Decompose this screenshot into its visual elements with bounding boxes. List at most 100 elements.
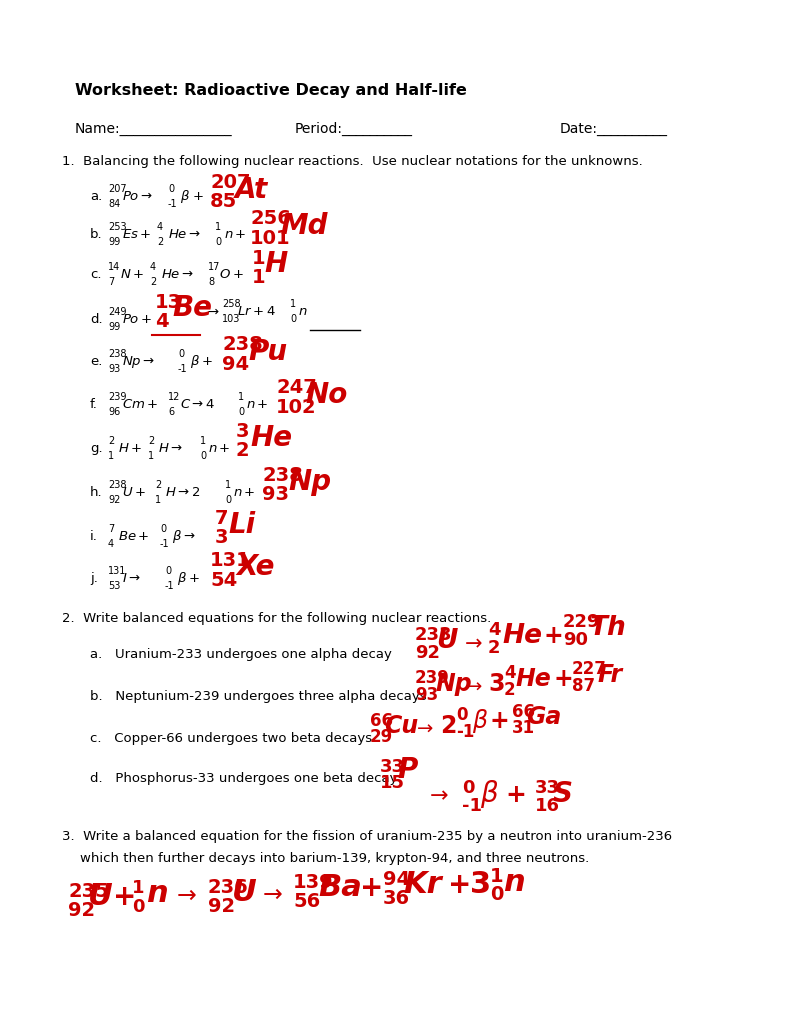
Text: Md: Md [280,212,327,240]
Text: 16: 16 [535,797,560,815]
Text: 56: 56 [293,892,320,911]
Text: 238: 238 [108,349,127,359]
Text: 15: 15 [380,774,405,792]
Text: $\rightarrow$: $\rightarrow$ [460,632,483,652]
Text: 4: 4 [488,621,501,639]
Text: $Po\rightarrow$: $Po\rightarrow$ [122,190,153,203]
Text: f.: f. [90,398,98,411]
Text: j.: j. [90,572,98,585]
Text: 92: 92 [108,495,120,505]
Text: 17: 17 [208,262,221,272]
Text: $U+$: $U+$ [122,486,146,499]
Text: 2: 2 [155,480,161,490]
Text: 238: 238 [222,335,263,354]
Text: 92: 92 [415,644,440,662]
Text: Ba: Ba [318,873,361,902]
Text: 253: 253 [108,222,127,232]
Text: 2.  Write balanced equations for the following nuclear reactions.: 2. Write balanced equations for the foll… [62,612,491,625]
Text: $n +$: $n +$ [224,228,247,241]
Text: 2: 2 [157,237,163,247]
Text: 233: 233 [415,626,452,644]
Text: $Cm+$: $Cm+$ [122,398,158,411]
Text: 66: 66 [370,712,393,730]
Text: 239: 239 [108,392,127,402]
Text: $\rightarrow$: $\rightarrow$ [172,883,197,907]
Text: 1: 1 [108,451,114,461]
Text: -1: -1 [456,723,475,741]
Text: 7: 7 [108,524,114,534]
Text: $n +$: $n +$ [233,486,255,499]
Text: 0: 0 [132,898,145,916]
Text: 93: 93 [262,485,289,504]
Text: U: U [232,878,257,907]
Text: b.   Neptunium-239 undergoes three alpha decays: b. Neptunium-239 undergoes three alpha d… [90,690,426,703]
Text: $Po+$: $Po+$ [122,313,153,326]
Text: 4: 4 [150,262,156,272]
Text: Th: Th [590,615,626,641]
Text: 92: 92 [68,901,95,920]
Text: 4: 4 [157,222,163,232]
Text: 1: 1 [225,480,231,490]
Text: +: + [360,874,384,902]
Text: 258: 258 [222,299,240,309]
Text: 0: 0 [165,566,171,575]
Text: 2: 2 [440,714,456,738]
Text: 0: 0 [462,779,475,797]
Text: Np: Np [435,672,471,696]
Text: $H+$: $H+$ [118,442,142,455]
Text: 85: 85 [210,193,237,211]
Text: He: He [502,623,542,649]
Text: +: + [490,709,509,733]
Text: S: S [553,780,573,808]
Text: a.   Uranium-233 undergoes one alpha decay: a. Uranium-233 undergoes one alpha decay [90,648,392,662]
Text: e.: e. [90,355,102,368]
Text: He: He [250,424,292,452]
Text: 0: 0 [456,706,467,724]
Text: 29: 29 [370,728,393,746]
Text: 36: 36 [383,889,410,908]
Text: 12: 12 [168,392,180,402]
Text: H: H [264,250,287,278]
Text: h.: h. [90,486,103,499]
Text: $\rightarrow$: $\rightarrow$ [462,676,483,695]
Text: 1: 1 [215,222,221,232]
Text: c.: c. [90,268,101,281]
Text: $H\rightarrow 2$: $H\rightarrow 2$ [165,486,200,499]
Text: $\rightarrow$: $\rightarrow$ [205,305,220,318]
Text: 92: 92 [208,897,235,916]
Text: $\rightarrow$: $\rightarrow$ [425,784,448,804]
Text: 54: 54 [210,571,237,590]
Text: $H\rightarrow$: $H\rightarrow$ [158,442,183,455]
Text: 2: 2 [150,278,157,287]
Text: 31: 31 [512,719,536,737]
Text: $n +$: $n +$ [208,442,231,455]
Text: 103: 103 [222,314,240,324]
Text: 4: 4 [504,664,516,682]
Text: $He\rightarrow$: $He\rightarrow$ [168,228,201,241]
Text: U: U [436,628,457,654]
Text: No: No [305,381,347,409]
Text: Cu: Cu [384,714,418,738]
Text: 3.  Write a balanced equation for the fission of uranium-235 by a neutron into u: 3. Write a balanced equation for the fis… [62,830,672,843]
Text: $n$: $n$ [298,305,308,318]
Text: P: P [397,756,418,784]
Text: 2: 2 [148,436,154,446]
Text: Ga: Ga [526,705,562,729]
Text: 238: 238 [108,480,127,490]
Text: d.: d. [90,313,103,326]
Text: 94: 94 [383,870,410,889]
Text: n: n [146,879,168,908]
Text: d.   Phosphorus-33 undergoes one beta decay: d. Phosphorus-33 undergoes one beta deca… [90,772,398,785]
Text: 0: 0 [178,349,184,359]
Text: 236: 236 [208,878,248,897]
Text: $O +$: $O +$ [219,268,244,281]
Text: 8: 8 [208,278,214,287]
Text: 87: 87 [572,677,595,695]
Text: 131: 131 [210,551,251,570]
Text: -1: -1 [178,364,187,374]
Text: 3: 3 [215,528,229,547]
Text: $C\rightarrow 4$: $C\rightarrow 4$ [180,398,215,411]
Text: Fr: Fr [597,663,623,687]
Text: 102: 102 [276,398,316,417]
Text: $N+$: $N+$ [120,268,144,281]
